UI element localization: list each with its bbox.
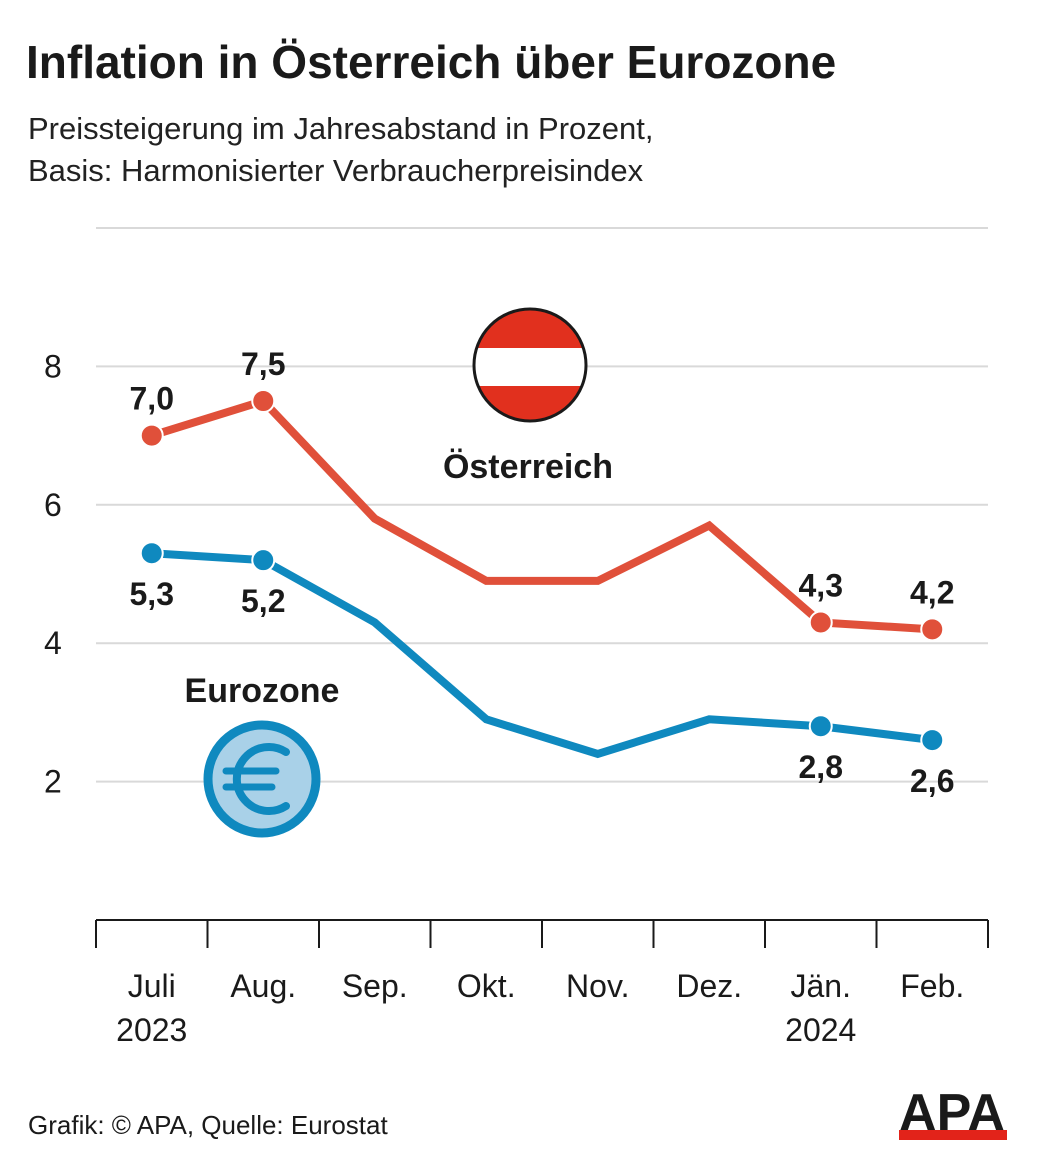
data-label: 4,2 xyxy=(910,574,954,610)
data-point xyxy=(808,714,833,739)
data-point xyxy=(251,389,276,413)
subtitle-line: Basis: Harmonisierter Verbraucherpreisin… xyxy=(28,153,644,188)
x-tick-label: Nov. xyxy=(566,968,629,1004)
series-name-eurozone: Eurozone xyxy=(185,672,340,710)
data-label: 7,5 xyxy=(241,346,285,382)
chart-subtitle: Preissteigerung im Jahresabstand in Proz… xyxy=(28,108,654,192)
x-tick-label: Sep. xyxy=(342,968,408,1004)
series-lines xyxy=(139,389,945,759)
data-point xyxy=(139,541,164,566)
source-note: Grafik: © APA, Quelle: Eurostat xyxy=(28,1110,388,1140)
y-tick-label: 6 xyxy=(44,487,62,523)
apa-logo: APA xyxy=(899,1084,1007,1142)
series-line xyxy=(150,396,933,634)
subtitle-line: Preissteigerung im Jahresabstand in Proz… xyxy=(28,111,654,146)
data-point xyxy=(139,423,164,448)
series-line xyxy=(151,549,933,759)
data-point xyxy=(251,548,276,573)
data-label: 2,8 xyxy=(799,749,843,785)
austrian-flag-icon xyxy=(472,307,588,423)
y-tick-label: 8 xyxy=(44,348,62,384)
x-axis: Juli 2023 Aug. Sep. Okt. Nov. Dez. Jän. 2024 Feb. xyxy=(95,919,989,1048)
x-tick-label: Jän. xyxy=(791,968,851,1004)
chart-title: Inflation in Österreich über Eurozone xyxy=(26,36,837,88)
x-year-label: 2024 xyxy=(785,1012,856,1048)
data-label: 5,3 xyxy=(130,576,174,612)
data-labels: 7,0 7,5 4,3 4,2 5,3 5,2 2,8 2,6 xyxy=(130,346,955,799)
euro-coin-icon xyxy=(203,720,321,838)
series-name-austria: Österreich xyxy=(443,448,613,486)
x-tick-label: Juli xyxy=(128,968,176,1004)
data-point xyxy=(920,728,945,753)
y-axis: 2 4 6 8 xyxy=(44,348,62,799)
data-label: 5,2 xyxy=(241,583,285,619)
x-tick-label: Okt. xyxy=(457,968,516,1004)
data-point xyxy=(808,610,833,635)
data-label: 7,0 xyxy=(130,381,174,417)
x-year-label: 2023 xyxy=(116,1012,187,1048)
y-tick-label: 2 xyxy=(44,764,62,800)
data-label: 4,3 xyxy=(799,567,843,603)
data-point xyxy=(920,617,945,642)
x-tick-label: Aug. xyxy=(230,968,296,1004)
x-tick-label: Feb. xyxy=(900,968,964,1004)
data-label: 2,6 xyxy=(910,763,954,799)
x-tick-label: Dez. xyxy=(676,968,742,1004)
y-tick-label: 4 xyxy=(44,625,62,661)
